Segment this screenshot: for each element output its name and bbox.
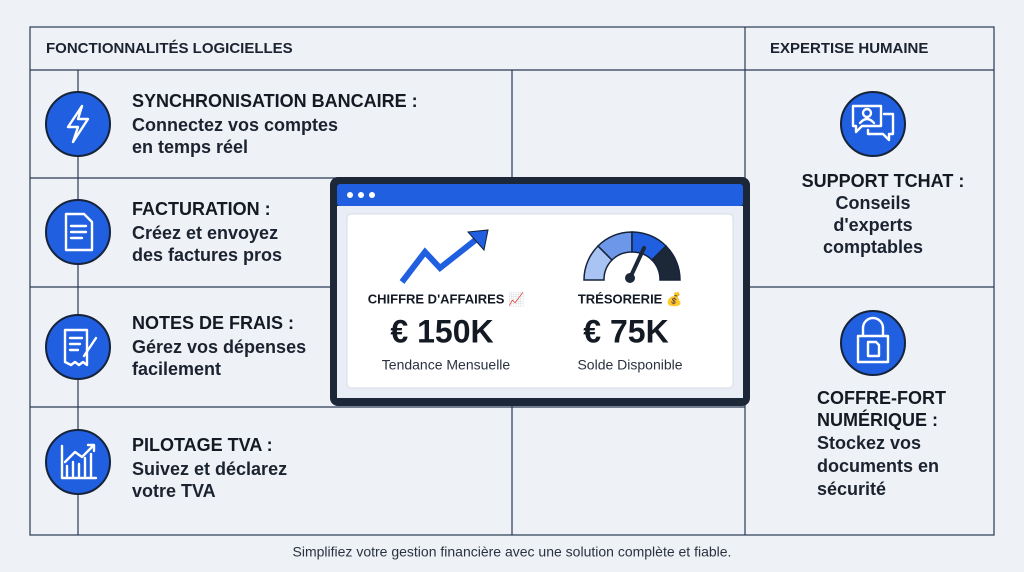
feature-desc: Suivez et déclarez (132, 459, 287, 479)
icon-circle (45, 429, 111, 495)
gauge-hub (625, 273, 635, 283)
feature-desc: des factures pros (132, 245, 282, 265)
feature-desc: Gérez vos dépenses (132, 337, 306, 357)
metric-value: € 75K (583, 313, 668, 349)
icon-receipt (63, 328, 98, 367)
expertise-icons (840, 91, 906, 376)
expertise-title: NUMÉRIQUE : (817, 409, 938, 430)
feature-desc: Créez et envoyez (132, 223, 278, 243)
icon-circle (45, 314, 111, 380)
dashboard-titlebar (337, 184, 743, 206)
window-dot (347, 192, 353, 198)
metric-caption: Solde Disponible (577, 357, 682, 373)
expertise-desc: documents en (817, 456, 939, 476)
gauge-needle (628, 246, 646, 280)
icon-chart (60, 443, 98, 480)
metric-value: € 150K (390, 313, 493, 349)
header-left: FONCTIONNALITÉS LOGICIELLES (46, 40, 293, 57)
feature-title: SYNCHRONISATION BANCAIRE : (132, 91, 418, 111)
dashboard (330, 177, 750, 406)
feature-desc: facilement (132, 359, 221, 379)
icon-lightning (66, 104, 90, 144)
expertise-desc: Stockez vos (817, 433, 921, 453)
text-layer: SYNCHRONISATION BANCAIRE : Connectez vos … (132, 91, 964, 501)
metric-label: CHIFFRE D'AFFAIRES 📈 (368, 291, 525, 306)
trend-arrow (399, 235, 480, 284)
icon-circle (840, 91, 906, 157)
header-right: EXPERTISE HUMAINE (770, 40, 928, 57)
icon-chat (851, 104, 895, 142)
feature-desc: en temps réel (132, 137, 248, 157)
expertise-desc: Conseils (835, 193, 910, 213)
expertise-desc: sécurité (817, 479, 886, 499)
icon-chat-head (861, 107, 873, 119)
feature-title: PILOTAGE TVA : (132, 435, 273, 455)
feature-title: NOTES DE FRAIS : (132, 313, 294, 333)
dashboard-panel (346, 213, 734, 389)
icon-circle (45, 91, 111, 157)
gauge-segment (650, 244, 681, 281)
icon-chat-body (858, 117, 876, 125)
expertise-title: COFFRE-FORT (817, 388, 946, 408)
feature-icons (45, 91, 111, 495)
expertise-title: SUPPORT TCHAT : (802, 171, 965, 191)
expertise-desc: comptables (823, 237, 923, 257)
window-dot (369, 192, 375, 198)
icon-lock (856, 316, 890, 364)
feature-desc: votre TVA (132, 481, 216, 501)
window-dot (358, 192, 364, 198)
feature-desc: Connectez vos comptes (132, 115, 338, 135)
metric-caption: Tendance Mensuelle (382, 357, 511, 373)
metric-label: TRÉSORERIE 💰 (578, 291, 682, 307)
footer: Simplifiez votre gestion financière avec… (293, 544, 732, 560)
icon-invoice (64, 212, 94, 252)
feature-title: FACTURATION : (132, 199, 271, 219)
expertise-desc: d'experts (833, 215, 912, 235)
trend-arrowhead (466, 229, 489, 252)
